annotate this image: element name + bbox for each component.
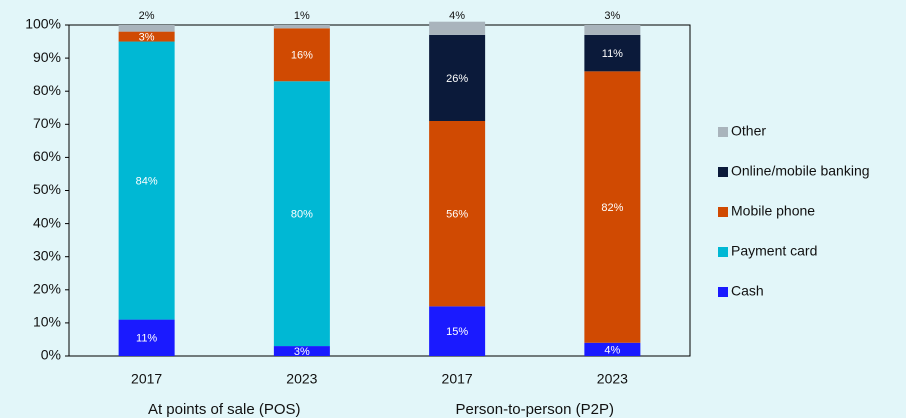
data-label: 4%	[604, 344, 620, 356]
x-tick-label: 2023	[286, 371, 317, 387]
legend-label: Online/mobile banking	[731, 163, 870, 179]
bar-segment	[584, 71, 641, 343]
legend-swatch	[718, 247, 728, 257]
bar-segment	[429, 306, 486, 356]
bar-segment	[429, 120, 486, 307]
data-label: 15%	[446, 326, 468, 338]
y-tick-label: 30%	[33, 247, 61, 263]
legend-label: Other	[731, 123, 766, 139]
data-label: 11%	[602, 48, 623, 60]
bar-segment	[273, 28, 330, 82]
bar-segment	[429, 34, 486, 121]
legend-swatch	[718, 287, 728, 297]
data-label: 26%	[446, 73, 468, 85]
y-tick-label: 60%	[33, 148, 61, 164]
legend-swatch	[718, 207, 728, 217]
data-label: 82%	[601, 202, 623, 214]
y-tick-label: 10%	[33, 314, 61, 330]
data-label: 3%	[294, 346, 310, 358]
group-label: Person-to-person (P2P)	[456, 401, 614, 418]
y-tick-label: 80%	[33, 82, 61, 98]
data-label: 16%	[291, 50, 313, 62]
group-label: At points of sale (POS)	[148, 401, 301, 418]
bar-segment	[429, 21, 486, 35]
legend-label: Mobile phone	[731, 203, 815, 219]
bar-segment	[118, 319, 175, 356]
data-label: 4%	[449, 10, 465, 22]
data-label: 2%	[139, 10, 155, 22]
x-tick-label: 2017	[131, 371, 162, 387]
legend-label: Cash	[731, 283, 764, 299]
bar-segment	[273, 346, 330, 356]
data-label: 11%	[136, 333, 157, 345]
data-label: 84%	[136, 175, 158, 187]
y-tick-label: 20%	[33, 281, 61, 297]
y-tick-label: 100%	[25, 16, 61, 32]
bar-segment	[584, 342, 641, 356]
data-label: 3%	[139, 31, 155, 43]
y-tick-label: 70%	[33, 115, 61, 131]
y-tick-label: 50%	[33, 181, 61, 197]
bar-segment	[118, 31, 175, 42]
y-tick-label: 90%	[33, 49, 61, 65]
legend-swatch	[718, 127, 728, 137]
legend-swatch	[718, 167, 728, 177]
x-tick-label: 2017	[442, 371, 473, 387]
data-label: 56%	[446, 209, 468, 221]
y-tick-label: 40%	[33, 214, 61, 230]
bar-segment	[118, 41, 175, 320]
data-label: 1%	[294, 10, 310, 22]
bar-segment	[118, 25, 175, 32]
bar-segment	[584, 34, 641, 72]
bar-segment	[584, 25, 641, 35]
data-label: 80%	[291, 209, 313, 221]
bar-segment	[273, 25, 330, 29]
y-tick-label: 0%	[41, 347, 61, 363]
x-tick-label: 2023	[597, 371, 628, 387]
data-label: 3%	[604, 10, 620, 22]
legend-label: Payment card	[731, 243, 817, 259]
plot-frame	[68, 24, 691, 357]
bar-segment	[273, 81, 330, 347]
